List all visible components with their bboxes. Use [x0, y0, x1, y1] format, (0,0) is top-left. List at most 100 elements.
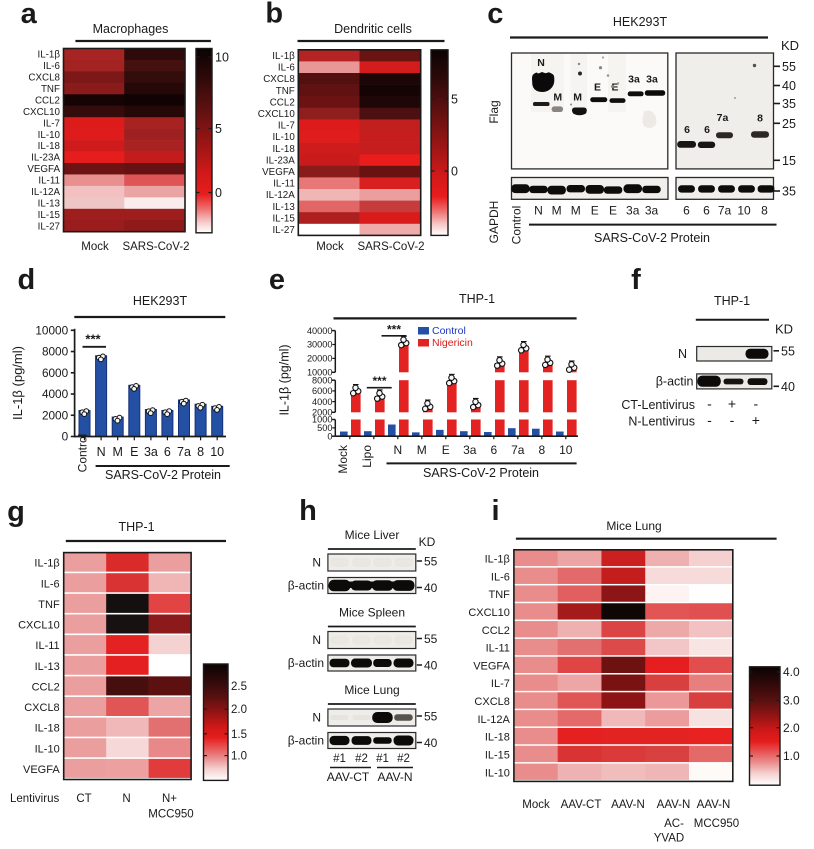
svg-text:AAV-CT: AAV-CT — [327, 770, 370, 784]
svg-text:THP-1: THP-1 — [118, 520, 154, 534]
svg-text:YVAD: YVAD — [654, 833, 684, 845]
svg-text:β-actin: β-actin — [656, 375, 694, 389]
svg-text:N: N — [312, 633, 321, 647]
svg-text:CXCL8: CXCL8 — [24, 702, 59, 714]
svg-text:1.5: 1.5 — [231, 729, 247, 741]
svg-text:40: 40 — [781, 380, 795, 394]
svg-text:N: N — [678, 347, 687, 361]
svg-text:40: 40 — [424, 736, 438, 750]
svg-text:Lipo: Lipo — [360, 445, 374, 468]
svg-text:AAV-N: AAV-N — [611, 799, 645, 811]
svg-text:#1: #1 — [333, 753, 346, 765]
svg-text:TNF: TNF — [489, 589, 511, 601]
svg-text:TNF: TNF — [38, 599, 60, 611]
svg-text:+: + — [728, 396, 736, 412]
svg-text:VEGFA: VEGFA — [262, 167, 295, 178]
svg-text:3a: 3a — [646, 74, 658, 86]
svg-text:0: 0 — [215, 186, 222, 200]
svg-text:CXCL8: CXCL8 — [474, 696, 509, 708]
svg-text:7a: 7a — [718, 204, 732, 218]
svg-text:6000: 6000 — [312, 386, 332, 396]
svg-text:IL-1β: IL-1β — [272, 51, 295, 62]
svg-text:HEK293T: HEK293T — [133, 294, 188, 308]
svg-text:40: 40 — [424, 581, 438, 595]
svg-text:IL-15: IL-15 — [38, 210, 61, 221]
svg-text:E: E — [442, 443, 450, 457]
svg-text:Macrophages: Macrophages — [93, 22, 169, 36]
svg-text:#2: #2 — [397, 753, 410, 765]
svg-text:AAV-N: AAV-N — [697, 799, 731, 811]
svg-text:IL-10: IL-10 — [38, 130, 61, 141]
svg-text:2.5: 2.5 — [231, 681, 247, 693]
svg-text:25: 25 — [782, 117, 796, 131]
svg-text:6: 6 — [164, 445, 171, 459]
svg-text:IL-7: IL-7 — [43, 118, 60, 129]
svg-text:M: M — [573, 92, 582, 104]
svg-text:N: N — [534, 204, 543, 218]
svg-text:E: E — [611, 82, 618, 94]
svg-text:Nigericin: Nigericin — [432, 337, 473, 349]
svg-text:CXCL8: CXCL8 — [263, 74, 295, 85]
svg-text:N: N — [312, 711, 321, 725]
svg-text:0: 0 — [62, 430, 69, 444]
svg-text:E: E — [130, 445, 138, 459]
svg-text:IL-18: IL-18 — [485, 732, 510, 744]
svg-text:CXCL10: CXCL10 — [258, 109, 296, 120]
svg-text:β-actin: β-actin — [288, 656, 324, 670]
svg-text:10000: 10000 — [307, 368, 333, 378]
svg-text:IL-23A: IL-23A — [266, 155, 295, 166]
svg-text:Mock: Mock — [522, 799, 550, 811]
svg-text:CCL2: CCL2 — [32, 681, 60, 693]
svg-text:IL-7: IL-7 — [278, 121, 295, 132]
svg-text:6: 6 — [490, 443, 497, 457]
svg-text:IL-10: IL-10 — [485, 767, 510, 779]
svg-text:Control: Control — [510, 206, 524, 245]
svg-text:Lentivirus: Lentivirus — [10, 793, 59, 805]
svg-text:Flag: Flag — [487, 100, 501, 123]
svg-text:c: c — [487, 0, 503, 30]
svg-text:AAV-N: AAV-N — [657, 799, 691, 811]
svg-text:SARS-CoV-2 Protein: SARS-CoV-2 Protein — [105, 468, 221, 482]
svg-text:8000: 8000 — [312, 375, 332, 385]
svg-text:3a: 3a — [626, 204, 640, 218]
svg-text:Mock: Mock — [316, 241, 344, 253]
svg-text:N+: N+ — [162, 793, 177, 805]
svg-text:2000: 2000 — [312, 408, 332, 418]
svg-text:40000: 40000 — [307, 326, 333, 336]
svg-text:7a: 7a — [717, 112, 729, 124]
svg-text:Mock: Mock — [336, 444, 350, 474]
svg-text:Mice Liver: Mice Liver — [345, 528, 400, 542]
svg-text:-: - — [730, 412, 735, 428]
svg-text:Mice Lung: Mice Lung — [344, 683, 399, 697]
svg-text:i: i — [491, 495, 499, 527]
svg-text:E: E — [594, 82, 601, 94]
svg-text:8: 8 — [197, 445, 204, 459]
svg-text:IL-27: IL-27 — [272, 225, 294, 236]
svg-text:N: N — [393, 443, 402, 457]
svg-text:N: N — [122, 793, 130, 805]
svg-text:6: 6 — [683, 204, 690, 218]
svg-text:6: 6 — [703, 204, 710, 218]
svg-text:#1: #1 — [376, 753, 389, 765]
svg-text:IL-7: IL-7 — [491, 678, 510, 690]
svg-text:CCL2: CCL2 — [35, 95, 60, 106]
svg-text:IL-10: IL-10 — [35, 743, 60, 755]
svg-text:-: - — [707, 412, 712, 428]
svg-text:Control: Control — [432, 325, 466, 337]
svg-text:20000: 20000 — [307, 354, 333, 364]
svg-text:IL-1β: IL-1β — [34, 558, 59, 570]
svg-text:2.0: 2.0 — [231, 704, 247, 716]
svg-text:e: e — [269, 264, 285, 296]
svg-text:4000: 4000 — [42, 387, 69, 401]
svg-text:CXCL8: CXCL8 — [28, 73, 60, 84]
svg-text:M: M — [552, 204, 562, 218]
svg-text:IL-13: IL-13 — [272, 202, 295, 213]
svg-text:IL-11: IL-11 — [35, 640, 59, 652]
svg-text:10: 10 — [559, 443, 573, 457]
svg-text:THP-1: THP-1 — [459, 292, 495, 306]
svg-text:SARS-CoV-2 Protein: SARS-CoV-2 Protein — [423, 466, 539, 480]
svg-text:55: 55 — [424, 710, 438, 724]
svg-text:IL-27: IL-27 — [38, 221, 60, 232]
svg-text:MCC950: MCC950 — [694, 818, 739, 830]
svg-text:KD: KD — [419, 535, 436, 549]
